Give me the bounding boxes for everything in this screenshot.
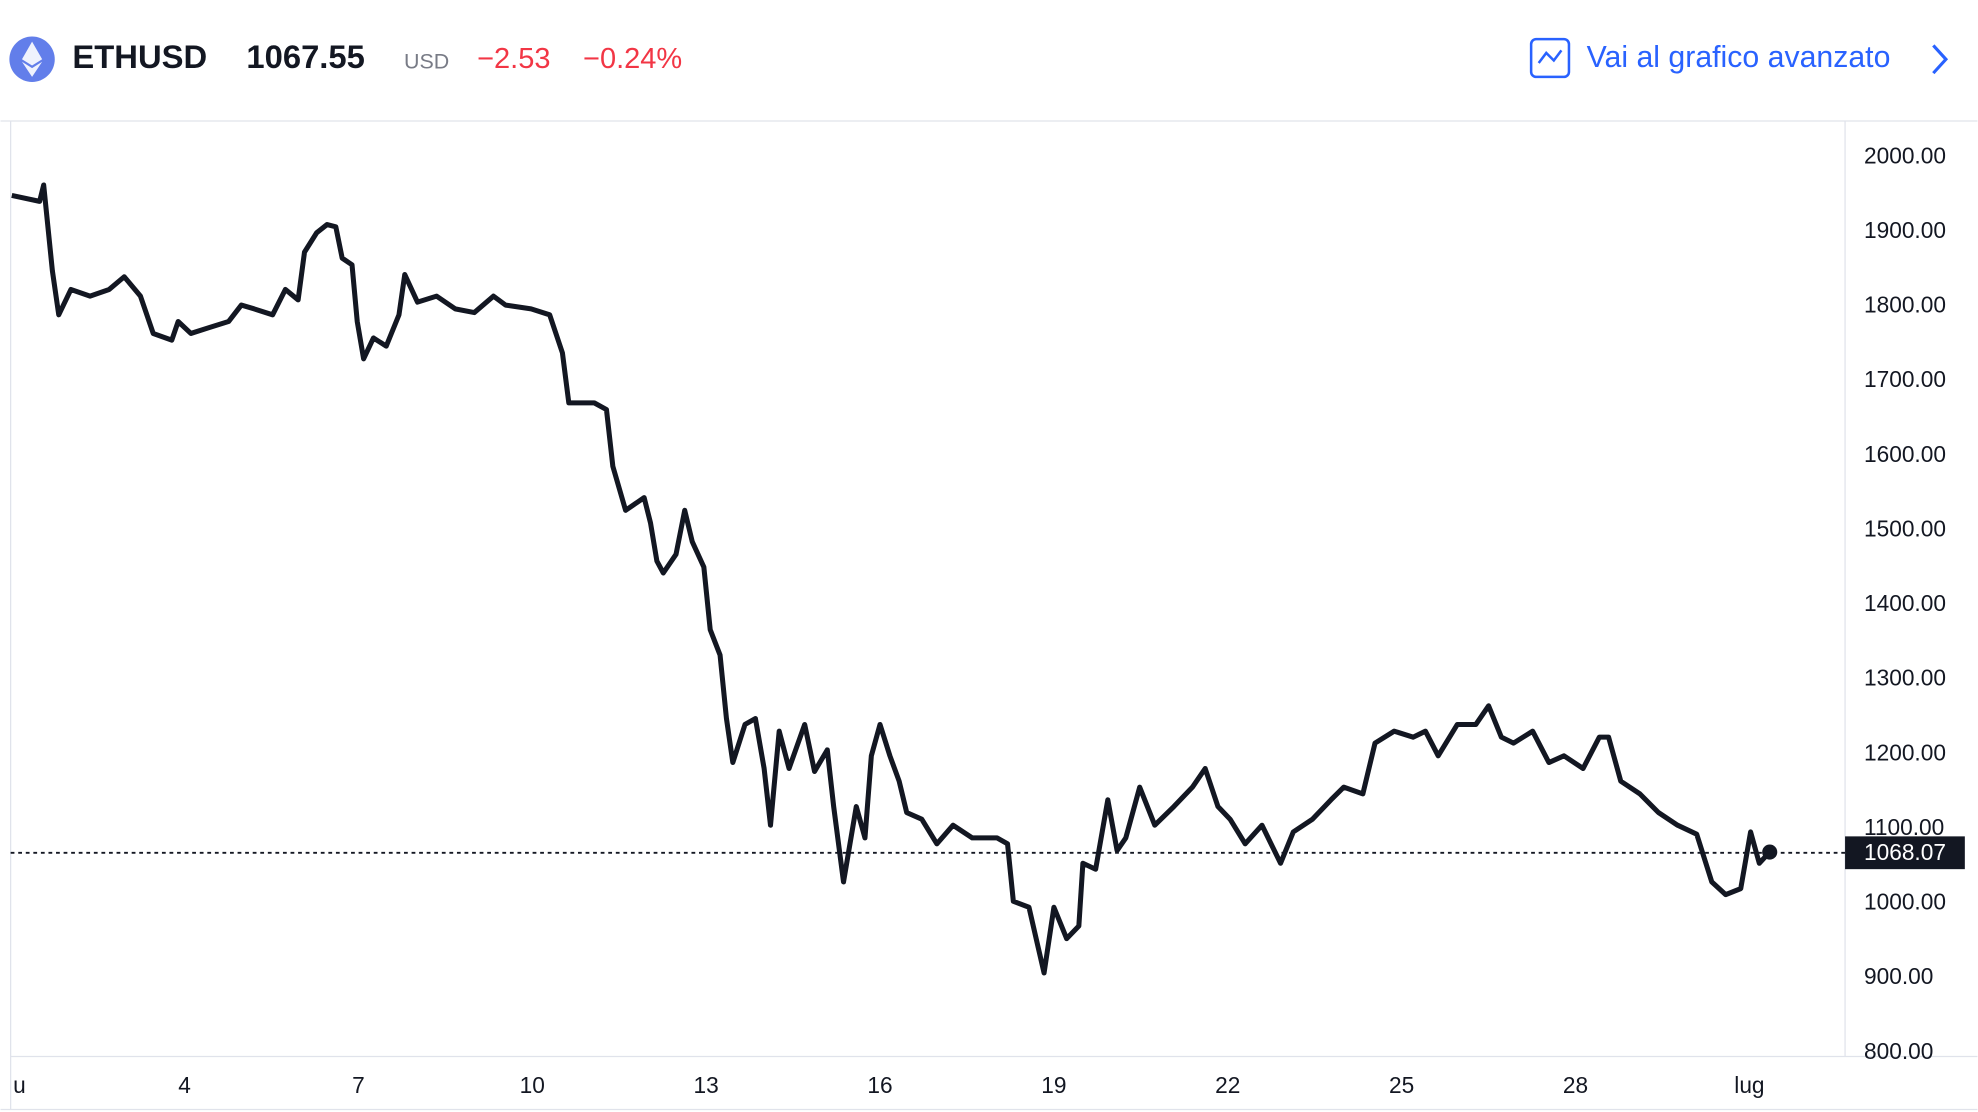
x-tick-label: 22 <box>1215 1072 1240 1098</box>
y-tick-label: 1000.00 <box>1864 889 1946 915</box>
price-line <box>11 182 1772 976</box>
chevron <box>1932 44 1949 75</box>
currency: USD <box>404 50 449 74</box>
x-tick-label: 10 <box>520 1072 545 1098</box>
x-tick-label: 7 <box>352 1072 365 1098</box>
y-tick-label: 1300.00 <box>1864 665 1946 691</box>
y-tick-label: 2000.00 <box>1864 142 1946 168</box>
link-icon <box>1529 37 1571 79</box>
change-percent: −0.24% <box>583 43 682 75</box>
plot: 800.00 900.00 1000.00 1100.00 1200.00 1300.00… <box>10 142 1965 1098</box>
link-icon-line <box>1537 49 1563 64</box>
y-tick-label: 900.00 <box>1864 963 1933 989</box>
x-tick-label: 28 <box>1563 1072 1588 1098</box>
last-point <box>1762 844 1778 860</box>
y-tick-label: 1200.00 <box>1864 739 1946 765</box>
price: 1067.55 <box>246 38 364 75</box>
y-tick-label: 1700.00 <box>1864 366 1946 392</box>
x-tick-label: 16 <box>867 1072 892 1098</box>
eth-logo <box>21 41 43 77</box>
x-tick-label: 19 <box>1041 1072 1066 1098</box>
x-tick-label: lug <box>1734 1072 1764 1098</box>
x-tick-label: 4 <box>178 1072 191 1098</box>
x-tick-label: u <box>13 1072 26 1098</box>
y-tick-label: 1500.00 <box>1864 515 1946 541</box>
change: −2.53 <box>477 43 550 75</box>
current-price-label: 1068.07 <box>1864 839 1946 865</box>
x-tick-label: 25 <box>1389 1072 1414 1098</box>
advanced-link[interactable]: Vai al grafico avanzato <box>1529 37 1949 79</box>
y-tick-label: 1400.00 <box>1864 590 1946 616</box>
y-tick-label: 1600.00 <box>1864 441 1946 467</box>
current-price-box <box>1845 836 1965 870</box>
y-tick-label: 1100.00 <box>1864 814 1944 840</box>
link-text: Vai al grafico avanzato <box>1587 41 1891 74</box>
symbol: ETHUSD <box>72 38 207 75</box>
y-tick-label: 800.00 <box>1864 1038 1933 1064</box>
x-tick-label: 13 <box>694 1072 719 1098</box>
y-tick-label: 1900.00 <box>1864 217 1946 243</box>
y-tick-label: 1800.00 <box>1864 292 1946 318</box>
